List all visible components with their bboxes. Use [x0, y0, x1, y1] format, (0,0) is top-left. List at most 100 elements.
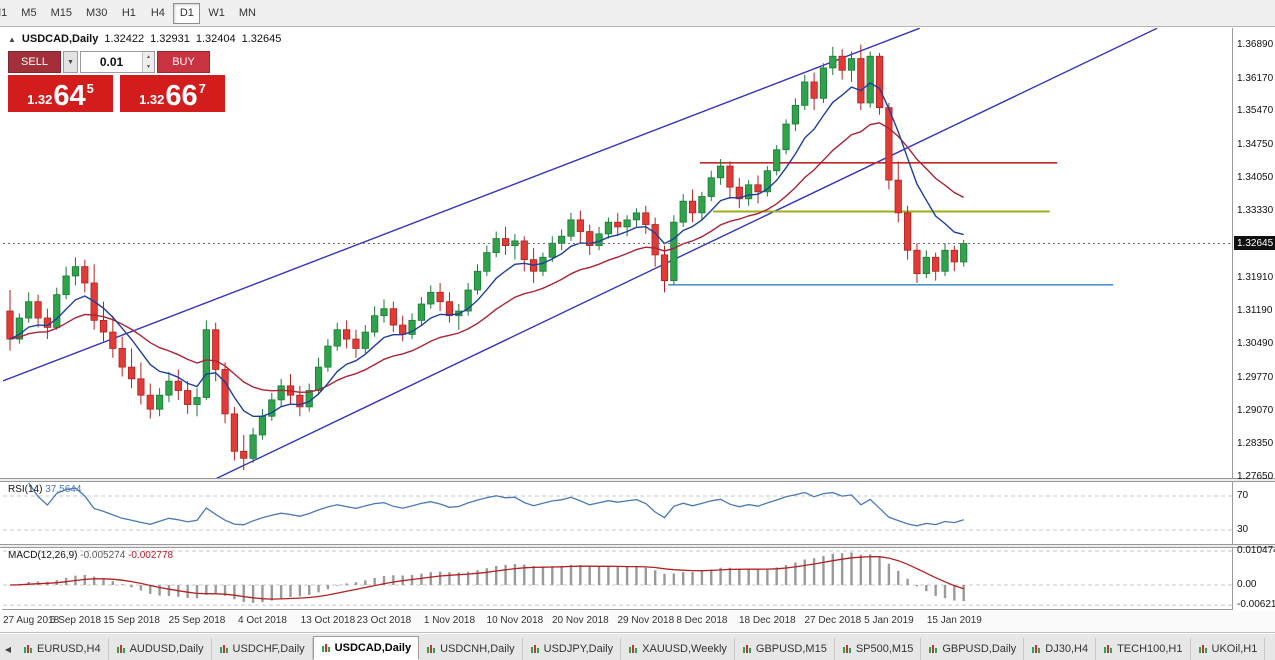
price-label: 1.36890 — [1237, 39, 1274, 50]
chart-icon — [219, 644, 229, 654]
timeframe-button-m30[interactable]: M30 — [85, 7, 108, 19]
price-label: 1.31190 — [1237, 305, 1273, 317]
date-label: 29 Nov 2018 — [617, 615, 675, 626]
date-label: 4 Oct 2018 — [237, 615, 287, 626]
price-label: 1.35470 — [1237, 105, 1274, 117]
step-down-icon[interactable]: ▼ — [143, 62, 154, 72]
chart-icon — [842, 644, 852, 654]
date-label: 25 Sep 2018 — [168, 615, 226, 626]
ask-pips: 66 — [165, 79, 198, 112]
bid-whole: 1.32 — [27, 92, 53, 107]
macd-level-label: 0.010474 — [1237, 545, 1275, 556]
price-label: 1.29070 — [1237, 404, 1274, 416]
chart-icon — [1103, 644, 1113, 654]
date-label: 6 Sep 2018 — [49, 615, 102, 626]
tab-label: GBPUSD,Daily — [942, 643, 1017, 655]
panel-splitter[interactable] — [0, 478, 1275, 482]
tab-label: USDCHF,Daily — [232, 643, 305, 655]
volume-stepper[interactable]: ▲ ▼ — [142, 52, 154, 72]
rsi-level-label: 30 — [1237, 524, 1249, 535]
chart-icon — [23, 644, 33, 654]
tab-label: AUDUSD,Daily — [129, 643, 204, 655]
date-label: 15 Jan 2019 — [926, 615, 982, 626]
price-label: 1.31910 — [1237, 271, 1274, 283]
timeframe-button-d1[interactable]: D1 — [173, 2, 201, 24]
date-label: 5 Jan 2019 — [864, 615, 914, 626]
timeframe-button-mn[interactable]: MN — [238, 7, 256, 19]
rsi-panel[interactable] — [2, 482, 1233, 544]
chart-title: USDCAD,Daily — [21, 33, 99, 45]
timeframe-button-m1[interactable]: M1 — [0, 7, 8, 19]
tab-gbpusd-m15[interactable]: GBPUSD,M15 — [735, 638, 835, 660]
price-label: 1.28350 — [1237, 438, 1274, 450]
rsi-level-label: 70 — [1237, 490, 1249, 501]
tab-label: UKOil,H1 — [1211, 643, 1258, 655]
tab-label: EURUSD,H4 — [37, 643, 101, 655]
tabs-scroll-left[interactable]: ◀ — [0, 638, 16, 660]
tab-sp500-m15[interactable]: SP500,M15 — [835, 638, 922, 660]
ask-quote[interactable]: 1.32 66 7 — [120, 75, 225, 112]
tab-dj30-h4[interactable]: DJ30,H4 — [1024, 638, 1097, 660]
tab-usdcnh-daily[interactable]: USDCNH,Daily — [419, 638, 523, 660]
tab-ukoil-h1[interactable]: UKOil,H1 — [1191, 638, 1266, 660]
price-label: 1.36170 — [1237, 72, 1274, 84]
chart-icon — [628, 644, 638, 654]
ohlc-open: 1.32422 — [104, 33, 145, 45]
volume-input[interactable] — [81, 54, 142, 70]
buy-button[interactable]: BUY — [157, 51, 210, 73]
tab-usdchf-daily[interactable]: USDCHF,Daily — [212, 638, 313, 660]
rsi-label: RSI(14) 37.5644 — [8, 484, 82, 495]
macd-level-label: -0.006218 — [1237, 599, 1275, 611]
tab-label: DJ30,H4 — [1045, 643, 1089, 655]
price-label: 1.34050 — [1237, 171, 1274, 183]
timeframe-button-m5[interactable]: M5 — [21, 7, 37, 19]
step-up-icon[interactable]: ▲ — [143, 52, 154, 62]
current-price-badge: 1.32645 — [1234, 236, 1275, 251]
date-label: 27 Dec 2018 — [804, 615, 862, 626]
trade-panel-collapse-icon[interactable]: ▲ — [8, 34, 16, 44]
date-axis: 27 Aug 2018 6 Sep 2018 15 Sep 2018 25 Sep 2… — [0, 611, 1275, 633]
ask-whole: 1.32 — [139, 92, 165, 107]
tab-usdcad-daily[interactable]: USDCAD,Daily — [312, 636, 420, 660]
tab-tech100-h1[interactable]: TECH100,H1 — [1096, 638, 1191, 660]
timeframe-toolbar: M1 M5 M15 M30 H1 H4 D1 W1 MN — [0, 0, 1275, 27]
chart-icon — [1198, 644, 1208, 654]
tab-label: TECH100,H1 — [1117, 643, 1183, 655]
chart-icon — [742, 644, 752, 654]
timeframe-button-h1[interactable]: H1 — [121, 7, 136, 19]
tab-usdjpy-daily[interactable]: USDJPY,Daily — [523, 638, 622, 660]
tab-label: USDCAD,Daily — [334, 642, 412, 654]
date-label: 27 Aug 2018 — [3, 615, 60, 626]
chart-icon — [928, 644, 938, 654]
sell-button[interactable]: SELL — [8, 51, 61, 73]
ohlc-low: 1.32404 — [195, 33, 236, 45]
tab-label: USDJPY,Daily — [543, 643, 614, 655]
tab-gbpusd-daily[interactable]: GBPUSD,Daily — [921, 638, 1025, 660]
date-label: 20 Nov 2018 — [551, 615, 609, 626]
chart-icon — [116, 644, 126, 654]
macd-label: MACD(12,26,9) -0.005274 -0.002778 — [8, 550, 174, 561]
chart-icon — [1031, 644, 1041, 654]
one-click-trading-panel: SELL ▼ ▲ ▼ BUY 1.32 64 5 1.32 66 — [8, 51, 230, 112]
scroll-left-icon: ◀ — [4, 644, 12, 654]
date-label: 13 Oct 2018 — [300, 615, 356, 626]
tab-eurusd-h4[interactable]: EURUSD,H4 — [16, 638, 109, 660]
timeframe-button-h4[interactable]: H4 — [150, 7, 165, 19]
date-label: 18 Dec 2018 — [738, 615, 796, 626]
volume-dropdown-button[interactable]: ▼ — [63, 51, 78, 73]
chart-tabs-bar: ◀ EURUSD,H4 AUDUSD,Daily USDCHF,Daily USDCA… — [0, 634, 1275, 660]
price-axis — [1233, 28, 1275, 610]
tab-label: GBPUSD,M15 — [755, 643, 827, 655]
macd-panel[interactable] — [2, 548, 1233, 610]
panel-splitter[interactable] — [0, 544, 1275, 548]
tab-xauusd-weekly[interactable]: XAUUSD,Weekly — [621, 638, 735, 660]
price-label: 1.29770 — [1237, 371, 1274, 383]
tab-audusd-daily[interactable]: AUDUSD,Daily — [109, 638, 212, 660]
price-label: 1.27650 — [1237, 471, 1274, 482]
date-label: 1 Nov 2018 — [423, 615, 476, 626]
bid-pips: 64 — [53, 79, 86, 112]
bid-quote[interactable]: 1.32 64 5 — [8, 75, 113, 112]
timeframe-button-w1[interactable]: W1 — [208, 7, 225, 19]
timeframe-button-m15[interactable]: M15 — [50, 7, 72, 19]
